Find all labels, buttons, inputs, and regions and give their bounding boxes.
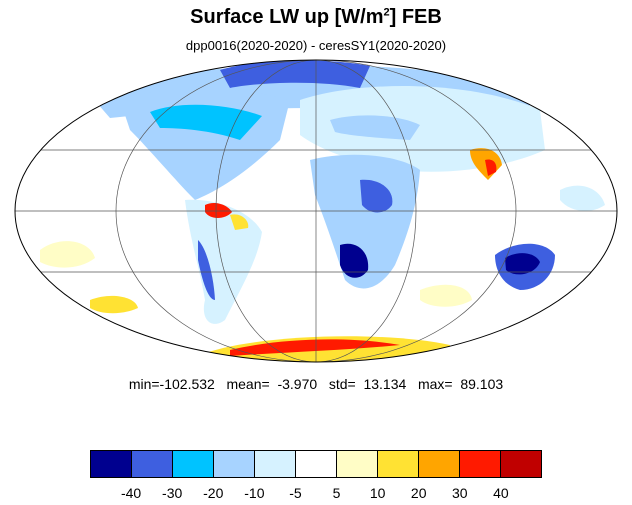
canada-region: [150, 104, 262, 140]
colorbar-box: [500, 450, 542, 478]
colorbar-box: [90, 450, 131, 478]
statistics-line: min=-102.532 mean= -3.970 std= 13.134 ma…: [128, 376, 504, 392]
title-suffix: ] FEB: [389, 6, 442, 28]
colorbar-box: [418, 450, 459, 478]
south-america-region: [185, 199, 262, 324]
colorbar-box: [336, 450, 377, 478]
colorbar: [90, 450, 542, 478]
australia-core: [505, 253, 540, 275]
colorbar-box: [172, 450, 213, 478]
europe-region: [330, 115, 420, 140]
colorbar-label: 40: [493, 485, 509, 501]
colorbar-box: [213, 450, 254, 478]
colorbar-label: -30: [162, 485, 183, 501]
southern-africa-region: [340, 243, 369, 278]
colorbar-box: [459, 450, 500, 478]
ocean-patch: [90, 295, 138, 314]
antarctica-hotspot: [230, 339, 400, 356]
ocean-patch: [560, 185, 605, 212]
colorbar-label: 20: [410, 485, 427, 501]
map-border: [14, 59, 618, 363]
andes-region: [198, 240, 215, 300]
ocean-patch: [40, 241, 95, 268]
colorbar-labels: -40 -30 -20 -10 -5 5 10 20 30 40: [90, 485, 542, 503]
plot-subtitle: dpp0016(2020-2020) - ceresSY1(2020-2020): [185, 38, 447, 53]
colorbar-label: 5: [332, 485, 341, 501]
amazon-hotspot: [205, 202, 232, 218]
colorbar-label: 10: [369, 485, 386, 501]
sahara-region: [360, 179, 393, 213]
graticule: [15, 60, 617, 362]
ocean-patch: [420, 284, 472, 307]
colorbar-label: -40: [120, 485, 142, 501]
colorbar-box: [377, 450, 418, 478]
colorbar-box: [254, 450, 295, 478]
colorbar-label: 30: [452, 485, 468, 501]
title-superscript: 2: [383, 6, 390, 19]
colorbar-box: [295, 450, 336, 478]
colorbar-label: -5: [289, 485, 302, 501]
colorbar-label: -10: [244, 485, 265, 501]
plot-title: Surface LW up [W/m2] FEB: [0, 6, 632, 29]
africa-region: [310, 154, 420, 289]
colorbar-box: [131, 450, 172, 478]
amazon-warm: [230, 214, 249, 230]
asia-hotspot: [485, 159, 497, 176]
greenland-region: [220, 60, 370, 88]
title-text: Surface LW up [W/m: [190, 6, 384, 28]
colorbar-label: -20: [203, 485, 224, 501]
